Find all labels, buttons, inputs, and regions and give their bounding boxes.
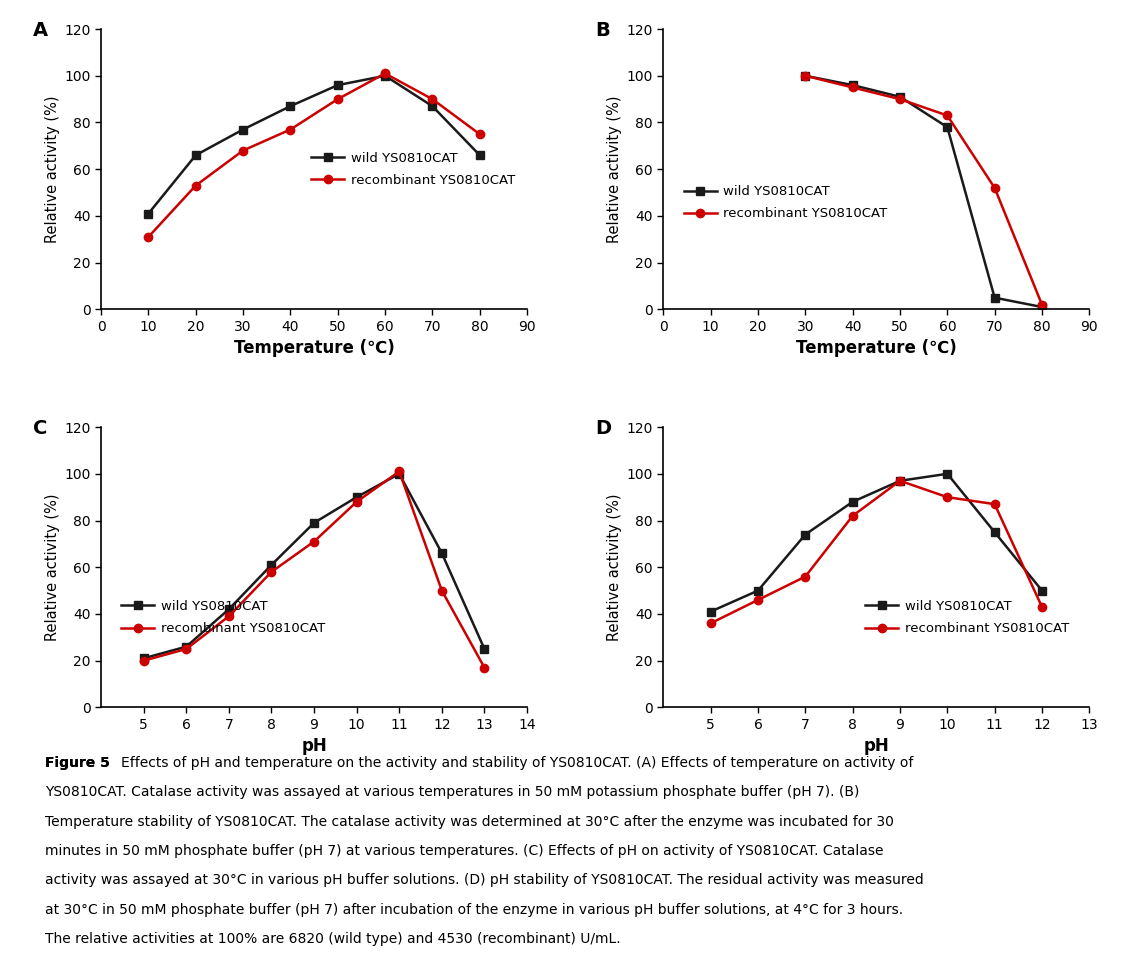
Text: A: A	[33, 20, 48, 40]
recombinant YS0810CAT	[284, 124, 298, 136]
wild YS0810CAT	[893, 475, 906, 486]
Text: Effects of pH and temperature on the activity and stability of YS0810CAT. (A) Ef: Effects of pH and temperature on the act…	[121, 756, 913, 769]
recombinant YS0810CAT	[988, 498, 1002, 510]
Legend: wild YS0810CAT, recombinant YS0810CAT: wild YS0810CAT, recombinant YS0810CAT	[678, 180, 893, 226]
wild YS0810CAT	[893, 91, 906, 103]
Y-axis label: Relative activity (%): Relative activity (%)	[45, 493, 61, 641]
recombinant YS0810CAT	[704, 617, 718, 629]
X-axis label: pH: pH	[301, 737, 327, 756]
recombinant YS0810CAT	[331, 93, 345, 105]
wild YS0810CAT	[189, 149, 202, 161]
recombinant YS0810CAT	[1035, 298, 1049, 310]
wild YS0810CAT	[236, 124, 249, 136]
wild YS0810CAT	[1035, 301, 1049, 313]
wild YS0810CAT	[477, 643, 491, 655]
recombinant YS0810CAT	[846, 81, 859, 93]
Line: recombinant YS0810CAT: recombinant YS0810CAT	[706, 477, 1047, 628]
Text: activity was assayed at 30°C in various pH buffer solutions. (D) pH stability of: activity was assayed at 30°C in various …	[45, 873, 924, 888]
recombinant YS0810CAT	[265, 566, 279, 578]
recombinant YS0810CAT	[751, 594, 765, 606]
recombinant YS0810CAT	[378, 68, 392, 79]
recombinant YS0810CAT	[426, 93, 439, 105]
recombinant YS0810CAT	[941, 109, 955, 121]
wild YS0810CAT	[988, 526, 1002, 538]
recombinant YS0810CAT	[350, 496, 364, 508]
Line: wild YS0810CAT: wild YS0810CAT	[706, 470, 1047, 615]
wild YS0810CAT	[350, 491, 364, 503]
wild YS0810CAT	[473, 149, 486, 161]
recombinant YS0810CAT	[393, 466, 407, 478]
Legend: wild YS0810CAT, recombinant YS0810CAT: wild YS0810CAT, recombinant YS0810CAT	[116, 595, 330, 641]
recombinant YS0810CAT	[477, 662, 491, 673]
wild YS0810CAT	[988, 292, 1002, 303]
wild YS0810CAT	[331, 79, 345, 91]
Text: B: B	[595, 20, 610, 40]
X-axis label: Temperature (℃): Temperature (℃)	[796, 339, 957, 358]
wild YS0810CAT	[378, 70, 392, 81]
wild YS0810CAT	[704, 606, 718, 617]
recombinant YS0810CAT	[941, 491, 955, 503]
Text: at 30°C in 50 mM phosphate buffer (pH 7) after incubation of the enzyme in vario: at 30°C in 50 mM phosphate buffer (pH 7)…	[45, 903, 903, 917]
Line: wild YS0810CAT: wild YS0810CAT	[801, 72, 1047, 311]
Line: wild YS0810CAT: wild YS0810CAT	[144, 72, 484, 218]
recombinant YS0810CAT	[189, 180, 202, 192]
recombinant YS0810CAT	[846, 510, 859, 521]
wild YS0810CAT	[798, 529, 812, 541]
wild YS0810CAT	[751, 584, 765, 596]
wild YS0810CAT	[941, 468, 955, 480]
recombinant YS0810CAT	[308, 536, 321, 547]
Line: recombinant YS0810CAT: recombinant YS0810CAT	[139, 467, 489, 672]
Text: Figure 5: Figure 5	[45, 756, 110, 769]
Legend: wild YS0810CAT, recombinant YS0810CAT: wild YS0810CAT, recombinant YS0810CAT	[307, 146, 520, 192]
recombinant YS0810CAT	[988, 182, 1002, 194]
Text: Temperature stability of YS0810CAT. The catalase activity was determined at 30°C: Temperature stability of YS0810CAT. The …	[45, 815, 894, 828]
recombinant YS0810CAT	[137, 655, 150, 667]
Y-axis label: Relative activity (%): Relative activity (%)	[45, 96, 61, 243]
X-axis label: Temperature (℃): Temperature (℃)	[234, 339, 394, 358]
recombinant YS0810CAT	[893, 93, 906, 105]
Text: C: C	[33, 419, 47, 438]
recombinant YS0810CAT	[893, 475, 906, 486]
wild YS0810CAT	[435, 547, 448, 559]
Line: recombinant YS0810CAT: recombinant YS0810CAT	[801, 72, 1047, 309]
wild YS0810CAT	[846, 79, 859, 91]
recombinant YS0810CAT	[236, 144, 249, 156]
Legend: wild YS0810CAT, recombinant YS0810CAT: wild YS0810CAT, recombinant YS0810CAT	[860, 595, 1075, 641]
Line: wild YS0810CAT: wild YS0810CAT	[139, 470, 489, 663]
wild YS0810CAT	[265, 559, 279, 571]
recombinant YS0810CAT	[222, 610, 236, 622]
wild YS0810CAT	[798, 70, 812, 81]
Text: YS0810CAT. Catalase activity was assayed at various temperatures in 50 mM potass: YS0810CAT. Catalase activity was assayed…	[45, 785, 859, 799]
recombinant YS0810CAT	[1035, 601, 1049, 612]
Text: The relative activities at 100% are 6820 (wild type) and 4530 (recombinant) U/mL: The relative activities at 100% are 6820…	[45, 932, 621, 947]
recombinant YS0810CAT	[180, 643, 193, 655]
recombinant YS0810CAT	[435, 584, 448, 596]
wild YS0810CAT	[426, 101, 439, 112]
Line: recombinant YS0810CAT: recombinant YS0810CAT	[144, 69, 484, 241]
wild YS0810CAT	[222, 604, 236, 615]
Text: D: D	[595, 419, 611, 438]
wild YS0810CAT	[308, 517, 321, 529]
recombinant YS0810CAT	[473, 128, 486, 140]
wild YS0810CAT	[393, 468, 407, 480]
wild YS0810CAT	[180, 641, 193, 652]
wild YS0810CAT	[941, 121, 955, 133]
recombinant YS0810CAT	[798, 70, 812, 81]
Text: Figure 5: Figure 5	[45, 756, 110, 769]
Y-axis label: Relative activity (%): Relative activity (%)	[608, 493, 622, 641]
wild YS0810CAT	[284, 101, 298, 112]
wild YS0810CAT	[137, 652, 150, 664]
wild YS0810CAT	[1035, 584, 1049, 596]
Text: minutes in 50 mM phosphate buffer (pH 7) at various temperatures. (C) Effects of: minutes in 50 mM phosphate buffer (pH 7)…	[45, 844, 884, 859]
Y-axis label: Relative activity (%): Relative activity (%)	[608, 96, 622, 243]
wild YS0810CAT	[141, 207, 155, 219]
recombinant YS0810CAT	[798, 571, 812, 582]
X-axis label: pH: pH	[864, 737, 889, 756]
wild YS0810CAT	[846, 496, 859, 508]
recombinant YS0810CAT	[141, 232, 155, 243]
